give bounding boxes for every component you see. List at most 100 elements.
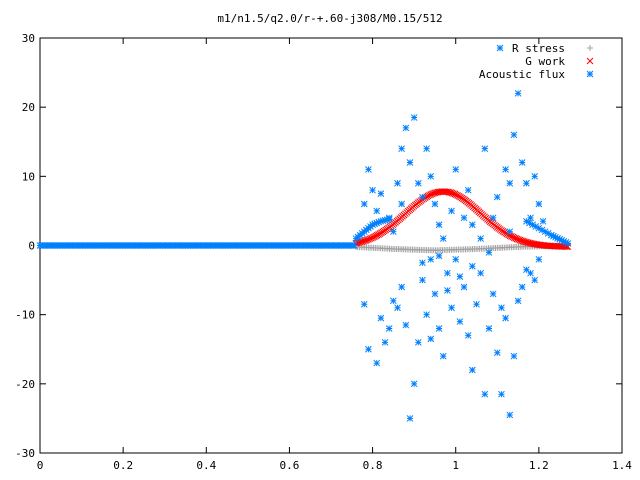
x-axis-ticks: 0 0.2 0.4 0.6 0.8 1 1.2 1.4 [37, 38, 632, 472]
legend: R stress G work Acoustic flux [479, 42, 594, 81]
acoustic-flux-point [485, 249, 493, 256]
acoustic-flux-point [360, 200, 368, 208]
acoustic-flux-point [439, 235, 447, 242]
acoustic-flux-point [477, 235, 485, 242]
acoustic-flux-point [402, 124, 410, 132]
x-tick-label: 1 [452, 459, 459, 472]
series-acoustic-flux [36, 89, 572, 422]
acoustic-flux-point [468, 221, 476, 229]
acoustic-flux-point [468, 366, 476, 374]
acoustic-flux-point [435, 325, 443, 332]
legend-label-acoustic-flux: Acoustic flux [479, 68, 565, 81]
acoustic-flux-point [431, 200, 439, 208]
acoustic-flux-point [373, 207, 381, 215]
series-g-work [352, 188, 572, 251]
legend-label-r-stress: R stress [512, 42, 565, 55]
acoustic-flux-point [550, 232, 557, 240]
acoustic-flux-point [506, 228, 514, 236]
acoustic-flux-point [498, 390, 505, 398]
acoustic-flux-point [435, 252, 443, 260]
acoustic-flux-point [375, 218, 383, 226]
acoustic-flux-point [510, 352, 518, 360]
acoustic-flux-point [394, 304, 401, 312]
acoustic-flux-point [410, 114, 418, 121]
acoustic-flux-point [514, 89, 522, 97]
acoustic-flux-point [527, 269, 534, 277]
acoustic-flux-point [456, 318, 464, 325]
acoustic-flux-point [456, 273, 464, 280]
chart-title: m1/n1.5/q2.0/r-+.60-j308/M0.15/512 [217, 12, 442, 25]
acoustic-flux-point [493, 193, 501, 201]
acoustic-flux-point [538, 226, 546, 234]
acoustic-flux-point [431, 290, 439, 298]
acoustic-flux-point [477, 269, 485, 277]
acoustic-flux-point [554, 234, 561, 242]
acoustic-flux-point [402, 321, 410, 329]
acoustic-flux-point [529, 221, 536, 229]
acoustic-flux-point [489, 290, 497, 298]
acoustic-flux-point [531, 172, 539, 180]
acoustic-flux-point [562, 239, 570, 246]
legend-marker-acoustic-flux [586, 70, 594, 78]
acoustic-flux-point [377, 314, 385, 322]
acoustic-flux-point [531, 276, 539, 284]
legend-star-marker [586, 70, 594, 78]
acoustic-flux-point [379, 217, 387, 225]
acoustic-flux-point [365, 345, 372, 353]
acoustic-flux-point [390, 228, 397, 236]
y-tick-label: -10 [15, 309, 35, 322]
acoustic-flux-point [506, 179, 514, 187]
acoustic-flux-point [460, 283, 468, 291]
acoustic-flux-point [419, 193, 426, 201]
legend-stray-star-marker [496, 44, 504, 52]
acoustic-flux-point [489, 214, 497, 222]
x-tick-label: 0.4 [196, 459, 216, 472]
x-tick-label: 0.8 [363, 459, 383, 472]
x-tick-label: 0.6 [279, 459, 299, 472]
acoustic-flux-point [414, 179, 422, 187]
acoustic-flux-point [369, 221, 376, 229]
acoustic-flux-point [410, 380, 418, 388]
acoustic-flux-point [365, 166, 372, 173]
acoustic-flux-point [452, 255, 460, 263]
x-tick-label: 1.2 [529, 459, 549, 472]
acoustic-flux-point [371, 220, 379, 228]
acoustic-flux-point [464, 332, 472, 339]
acoustic-flux-point [385, 325, 393, 332]
acoustic-flux-point [502, 314, 509, 322]
y-tick-label: 10 [22, 170, 35, 183]
acoustic-flux-point [493, 349, 501, 357]
acoustic-flux-point [532, 223, 540, 230]
acoustic-flux-point [350, 242, 358, 249]
legend-cross-marker [586, 57, 594, 65]
acoustic-flux-point [523, 179, 530, 187]
acoustic-flux-point [377, 217, 385, 225]
x-tick-label: 0.2 [113, 459, 133, 472]
acoustic-flux-point [394, 179, 401, 187]
acoustic-flux-point [452, 166, 460, 173]
acoustic-flux-point [427, 172, 435, 180]
acoustic-flux-point [439, 352, 447, 360]
legend-marker-g-work [586, 57, 594, 65]
acoustic-flux-point [385, 214, 393, 222]
y-tick-label: 0 [28, 240, 35, 253]
acoustic-flux-point [485, 325, 493, 332]
legend-marker-r-stress [496, 44, 593, 52]
acoustic-flux-point [444, 287, 451, 294]
acoustic-flux-point [414, 338, 422, 346]
acoustic-flux-point [448, 207, 455, 215]
acoustic-flux-point [535, 224, 543, 232]
acoustic-flux-point [464, 186, 472, 194]
acoustic-flux-point [398, 200, 406, 208]
y-tick-label: -30 [15, 447, 35, 460]
y-tick-label: 20 [22, 101, 35, 114]
acoustic-flux-point [514, 297, 522, 305]
acoustic-flux-point [369, 186, 376, 194]
acoustic-flux-point [523, 217, 530, 225]
acoustic-flux-point [541, 228, 549, 236]
acoustic-flux-point [539, 217, 547, 225]
acoustic-flux-point [406, 415, 414, 422]
x-tick-label: 1.4 [612, 459, 632, 472]
acoustic-flux-point [527, 214, 534, 222]
acoustic-flux-point [427, 255, 435, 263]
